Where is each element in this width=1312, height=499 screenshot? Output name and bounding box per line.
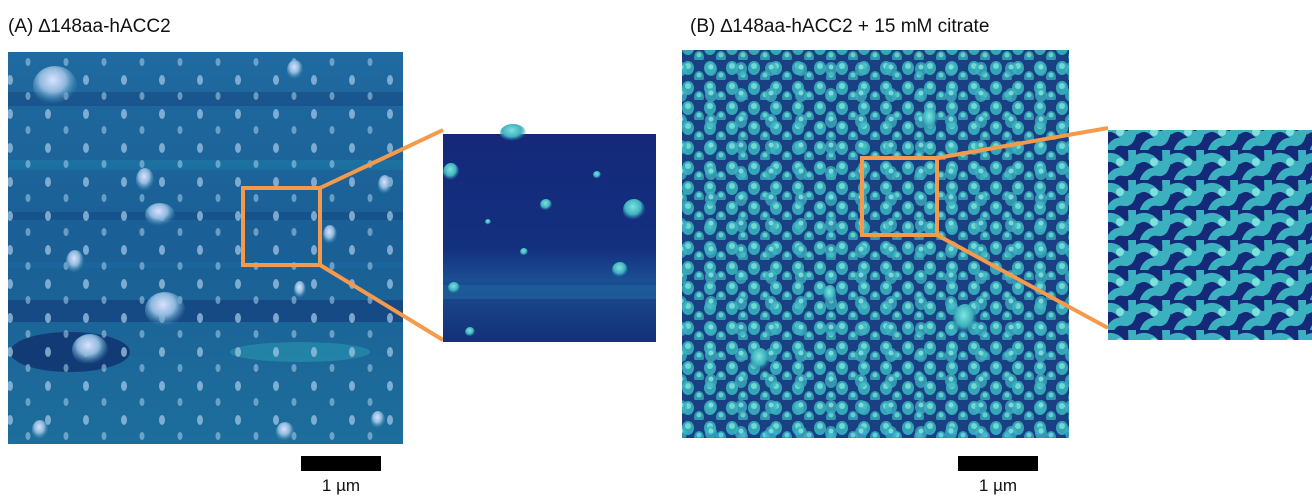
panel-b-afm-image — [682, 50, 1069, 438]
panel-b-highlight-box — [860, 156, 939, 237]
panel-b-afm-figure — [682, 50, 1312, 438]
panel-a-afm-figure — [8, 52, 656, 444]
panel-b-title: (B) ∆148aa-hACC2 + 15 mM citrate — [690, 16, 990, 37]
panel-a-zoom-line-top — [319, 128, 444, 190]
panel-a-title: (A) ∆148aa-hACC2 — [8, 16, 171, 37]
panel-a-scale-label: 1 µm — [321, 476, 361, 495]
panel-b-scale-label: 1 µm — [978, 476, 1018, 495]
panel-a-zoom-inset — [443, 124, 656, 342]
panel-a-scale-bar — [301, 456, 381, 471]
panel-a-afm-image — [8, 52, 403, 444]
panel-b: (B) ∆148aa-hACC2 + 15 mM citrate — [660, 0, 1312, 499]
panel-b-zoom-line-top — [936, 126, 1109, 160]
panel-b-zoom-line-bottom — [936, 233, 1109, 330]
panel-a: (A) ∆148aa-hACC2 — [8, 16, 656, 495]
panel-b-zoom-inset — [1108, 130, 1312, 340]
panel-a-highlight-box — [241, 186, 322, 267]
panel-b-scale-bar — [958, 456, 1038, 471]
panel-a-zoom-line-bottom — [318, 263, 445, 342]
